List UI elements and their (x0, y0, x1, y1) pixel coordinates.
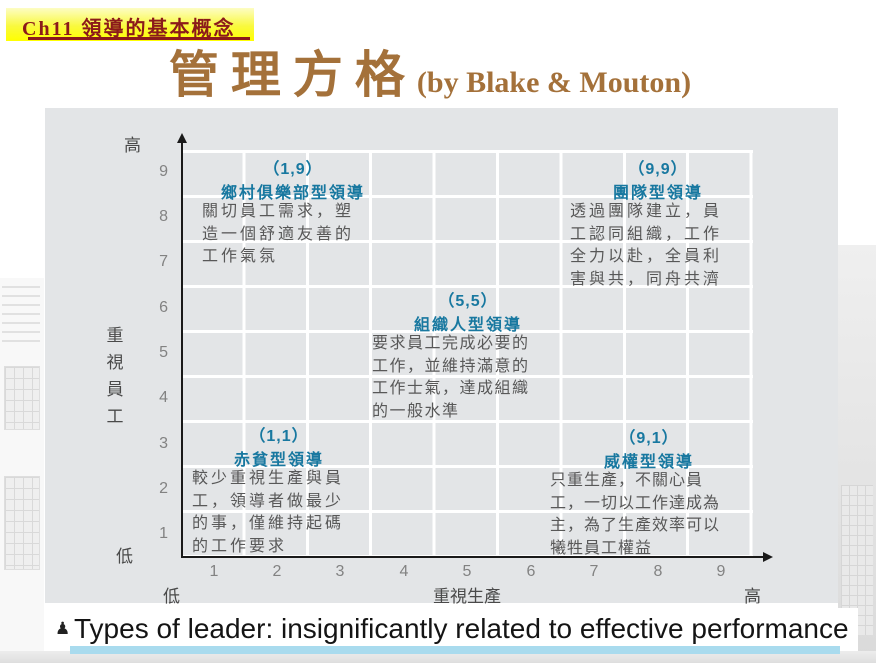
y-tick-5: 5 (159, 344, 168, 361)
managerial-grid-plot (182, 150, 753, 558)
x-axis-line (181, 556, 766, 558)
style-name: 威權型領導 (603, 454, 694, 471)
y-tick-7: 7 (159, 253, 168, 270)
style-1-1-impoverished: （1,1） 赤貧型領導 較少重視生產與員 工，領導者做最少 的事，僅維持起碼 的… (192, 422, 366, 558)
y-axis-line (181, 142, 183, 558)
x-axis-low-label: 低 (163, 587, 180, 606)
style-name: 團隊型領導 (612, 185, 703, 202)
style-9-9-team: （9,9） 團隊型領導 透過團隊建立，員 工認同組織，工作 全力以赴，全員利 害… (570, 155, 746, 291)
style-description: 要求員工完成必要的 工作，並維持滿意的 工作士氣，達成組織 的一般水準 (372, 335, 530, 420)
title-chinese: 管理方格 (168, 45, 417, 104)
footer-underline (70, 646, 840, 654)
x-axis-high-label: 高 (744, 587, 761, 606)
style-description: 較少重視生產與員 工，領導者做最少 的事，僅維持起碼 的工作要求 (192, 470, 345, 555)
page-title: 管理方格(by Blake & Mouton) (100, 48, 760, 102)
y-tick-4: 4 (159, 389, 168, 406)
style-coord: （1,1） (249, 428, 309, 445)
y-tick-6: 6 (159, 299, 168, 316)
y-axis-low-label: 低 (116, 547, 133, 566)
x-tick-2: 2 (272, 563, 282, 580)
x-tick-3: 3 (335, 563, 345, 580)
x-axis-arrow-icon (763, 552, 773, 562)
x-tick-9: 9 (716, 563, 726, 580)
style-coord: （9,9） (628, 161, 688, 178)
y-axis-title: 重視員工 (106, 326, 124, 426)
y-tick-1: 1 (159, 525, 168, 542)
background-texture (2, 286, 40, 344)
style-coord: （1,9） (263, 161, 323, 178)
y-tick-3: 3 (159, 435, 168, 452)
style-description: 透過團隊建立，員 工認同組織，工作 全力以赴，全員利 害與共，同舟共濟 (570, 203, 723, 288)
y-axis-high-label: 高 (124, 136, 141, 155)
style-description: 只重生產，不關心員 工，一切以工作達成為 主，為了生產效率可以 犧牲員工權益 (550, 472, 721, 557)
style-name: 鄉村俱樂部型領導 (220, 185, 365, 202)
style-coord: （5,5） (438, 293, 498, 310)
style-name: 組織人型領導 (413, 317, 522, 334)
style-description: 關切員工需求，塑 造一個舒適友善的 工作氣氛 (202, 203, 355, 265)
y-tick-9: 9 (159, 163, 168, 180)
background-photo-left (0, 278, 44, 663)
background-photo-right (838, 245, 876, 663)
chapter-badge-label: Ch11 領導的基本概念 (22, 18, 236, 40)
chapter-badge-underline (28, 37, 250, 40)
style-9-1-authority: （9,1） 威權型領導 只重生產，不關心員 工，一切以工作達成為 主，為了生產效… (550, 424, 748, 560)
x-tick-6: 6 (526, 563, 536, 580)
x-tick-7: 7 (589, 563, 599, 580)
style-1-9-country-club: （1,9） 鄉村俱樂部型領導 關切員工需求，塑 造一個舒適友善的 工作氣氛 (202, 155, 384, 269)
window-pattern (4, 476, 40, 570)
x-tick-8: 8 (653, 563, 663, 580)
style-coord: （9,1） (619, 430, 679, 447)
x-axis-title: 重視生產 (433, 587, 501, 606)
chapter-badge: Ch11 領導的基本概念 (6, 8, 254, 41)
style-5-5-organization-man: （5,5） 組織人型領導 要求員工完成必要的 工作，並維持滿意的 工作士氣，達成… (372, 287, 564, 423)
y-tick-2: 2 (159, 480, 168, 497)
x-tick-4: 4 (399, 563, 409, 580)
style-name: 赤貧型領導 (233, 452, 324, 469)
y-axis-arrow-icon (177, 133, 187, 143)
x-tick-5: 5 (462, 563, 472, 580)
x-tick-1: 1 (209, 563, 219, 580)
bullet-icon: ♟ (55, 619, 71, 638)
footer-bar: ♟ Types of leader: insignificantly relat… (46, 608, 858, 651)
title-english: (by Blake & Mouton) (416, 66, 692, 99)
background-photo-bottom (0, 651, 876, 663)
window-pattern (4, 366, 40, 430)
footer-text: Types of leader: insignificantly related… (74, 613, 849, 644)
y-tick-8: 8 (159, 208, 168, 225)
